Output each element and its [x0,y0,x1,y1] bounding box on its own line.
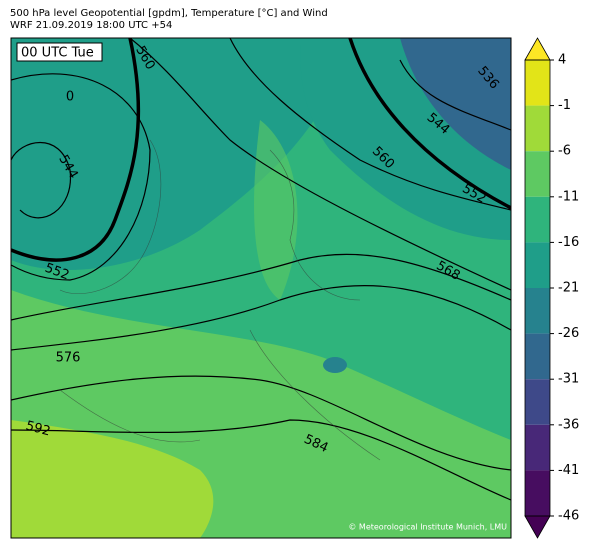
colorbar-tick-label: -41 [558,463,579,478]
colorbar-tick-label: -11 [558,189,579,204]
colorbar-tick-label: 4 [558,53,566,68]
subtitle: WRF 21.09.2019 18:00 UTC +54 [10,20,172,31]
colorbar-band [525,470,550,516]
contour-label: 592 [24,419,52,440]
colorbar-band [525,288,550,334]
colorbar-over [524,37,551,61]
colorbar-band [525,60,550,106]
colorbar-band [525,151,550,197]
map: 00 UTC Tue © Meteorological Institute Mu… [11,38,511,538]
colorbar-band [525,333,550,380]
colorbar-tick-label: -21 [558,281,579,296]
time-label: 00 UTC Tue [21,46,94,61]
colorbar-tick-label: -6 [558,144,571,159]
title: 500 hPa level Geopotential [gpdm], Tempe… [10,8,328,19]
colorbar-band [525,196,550,243]
colorbar-band [525,105,550,152]
contour-label: 576 [56,351,81,366]
colorbar-band [525,379,550,425]
colorbar-tick-label: -1 [558,98,571,113]
credit: © Meteorological Institute Munich, LMU [348,523,507,532]
colorbar-tick-label: -16 [558,235,579,250]
colorbar-band [525,242,550,288]
map-frame [10,37,512,539]
contour-label: 0 [66,90,74,105]
colorbar-tick-label: -26 [558,326,579,341]
colorbar-tick-label: -46 [558,509,579,524]
colorbar-band [525,424,550,471]
colorbar-tick-label: -36 [558,417,579,432]
colorbar-tick-label: -31 [558,372,579,387]
colorbar-under [524,515,551,539]
